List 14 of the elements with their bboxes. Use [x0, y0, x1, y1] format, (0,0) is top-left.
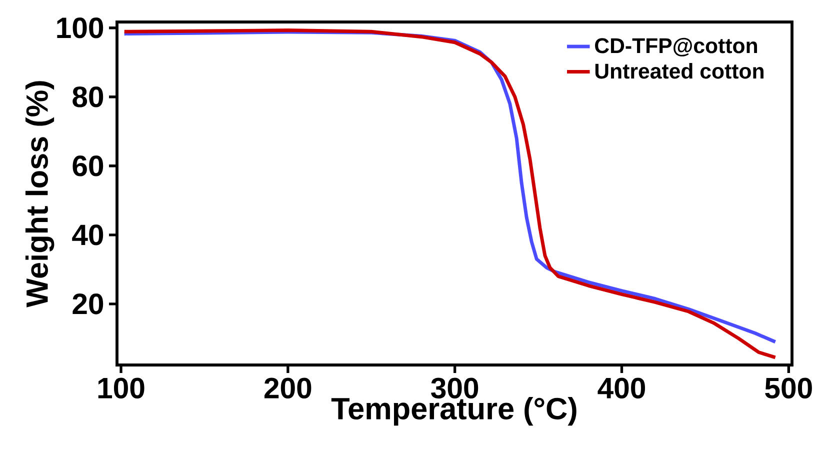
y-axis-title: Weight loss (%) [25, 81, 54, 308]
y-tick-label: 60 [72, 156, 104, 176]
y-tick-label: 40 [72, 224, 104, 246]
y-tick-label: 20 [72, 294, 104, 314]
y-tick-label: 100 [57, 17, 104, 38]
x-tick-label: 200 [264, 378, 312, 398]
x-tick-label: 500 [765, 378, 812, 398]
x-axis-title: Temperature (°C) [331, 397, 576, 426]
x-tick-label: 300 [431, 378, 478, 399]
legend-label: CD-TFP@cotton [595, 38, 758, 56]
x-tick-label: 400 [598, 378, 646, 398]
x-tick-label: 100 [98, 378, 144, 398]
y-tick-label: 80 [72, 86, 104, 108]
legend-label: Untreated cotton [595, 63, 764, 79]
